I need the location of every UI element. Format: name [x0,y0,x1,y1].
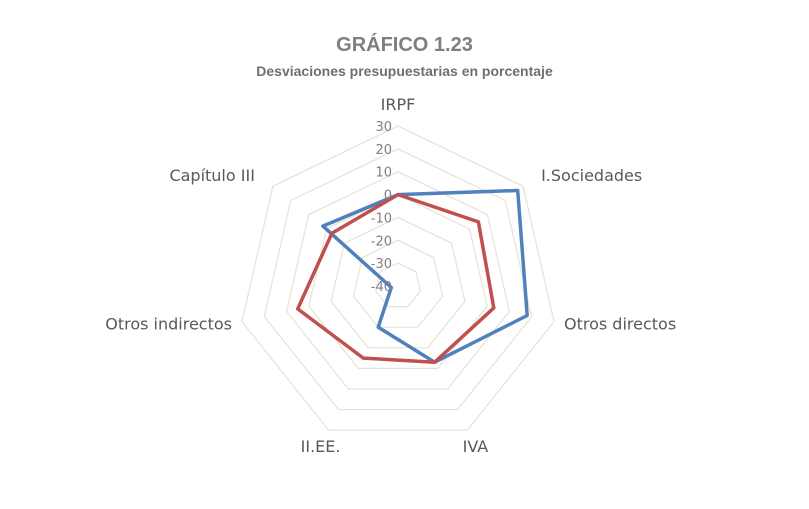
tick-label: 0 [384,189,392,204]
category-label: II.EE. [301,437,341,456]
category-label: IVA [463,437,489,456]
grid-ring [330,216,466,349]
grid-ring [285,171,511,390]
grid-ring [308,193,488,369]
chart-subtitle: Desviaciones presupuestarias en porcenta… [256,63,553,79]
category-label: I.Sociedades [541,166,642,185]
tick-label: 30 [375,120,392,135]
tick-label: -40 [371,280,392,295]
series-line-2 [295,192,496,364]
grid-ring [352,239,444,328]
tick-label: -20 [371,234,392,249]
category-label: IRPF [381,95,416,114]
tick-label: 10 [375,166,392,181]
category-label: Otros indirectos [105,315,232,334]
series-line-1 [321,188,529,364]
category-label: Capítulo III [169,166,254,185]
chart-title: GRÁFICO 1.23 [336,34,473,56]
grid-ring [241,125,555,431]
grid-ring [263,148,533,411]
tick-label: 20 [375,143,392,158]
category-label: Otros directos [564,315,676,334]
tick-label: -30 [371,257,392,272]
tick-label: -10 [371,211,392,226]
